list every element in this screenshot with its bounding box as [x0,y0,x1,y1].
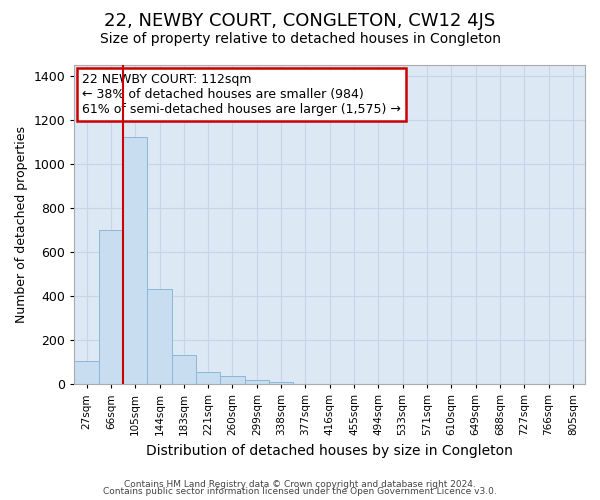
Text: Contains public sector information licensed under the Open Government Licence v3: Contains public sector information licen… [103,488,497,496]
Bar [220,376,245,384]
Text: Size of property relative to detached houses in Congleton: Size of property relative to detached ho… [100,32,500,46]
Bar [123,136,148,384]
Text: Contains HM Land Registry data © Crown copyright and database right 2024.: Contains HM Land Registry data © Crown c… [124,480,476,489]
X-axis label: Distribution of detached houses by size in Congleton: Distribution of detached houses by size … [146,444,513,458]
Bar [269,382,293,384]
Bar [172,356,196,384]
Y-axis label: Number of detached properties: Number of detached properties [15,126,28,323]
Bar [74,361,99,384]
Bar [245,380,269,384]
Bar [148,290,172,384]
Bar [196,372,220,384]
Text: 22 NEWBY COURT: 112sqm
← 38% of detached houses are smaller (984)
61% of semi-de: 22 NEWBY COURT: 112sqm ← 38% of detached… [82,73,401,116]
Text: 22, NEWBY COURT, CONGLETON, CW12 4JS: 22, NEWBY COURT, CONGLETON, CW12 4JS [104,12,496,30]
Bar [99,230,123,384]
